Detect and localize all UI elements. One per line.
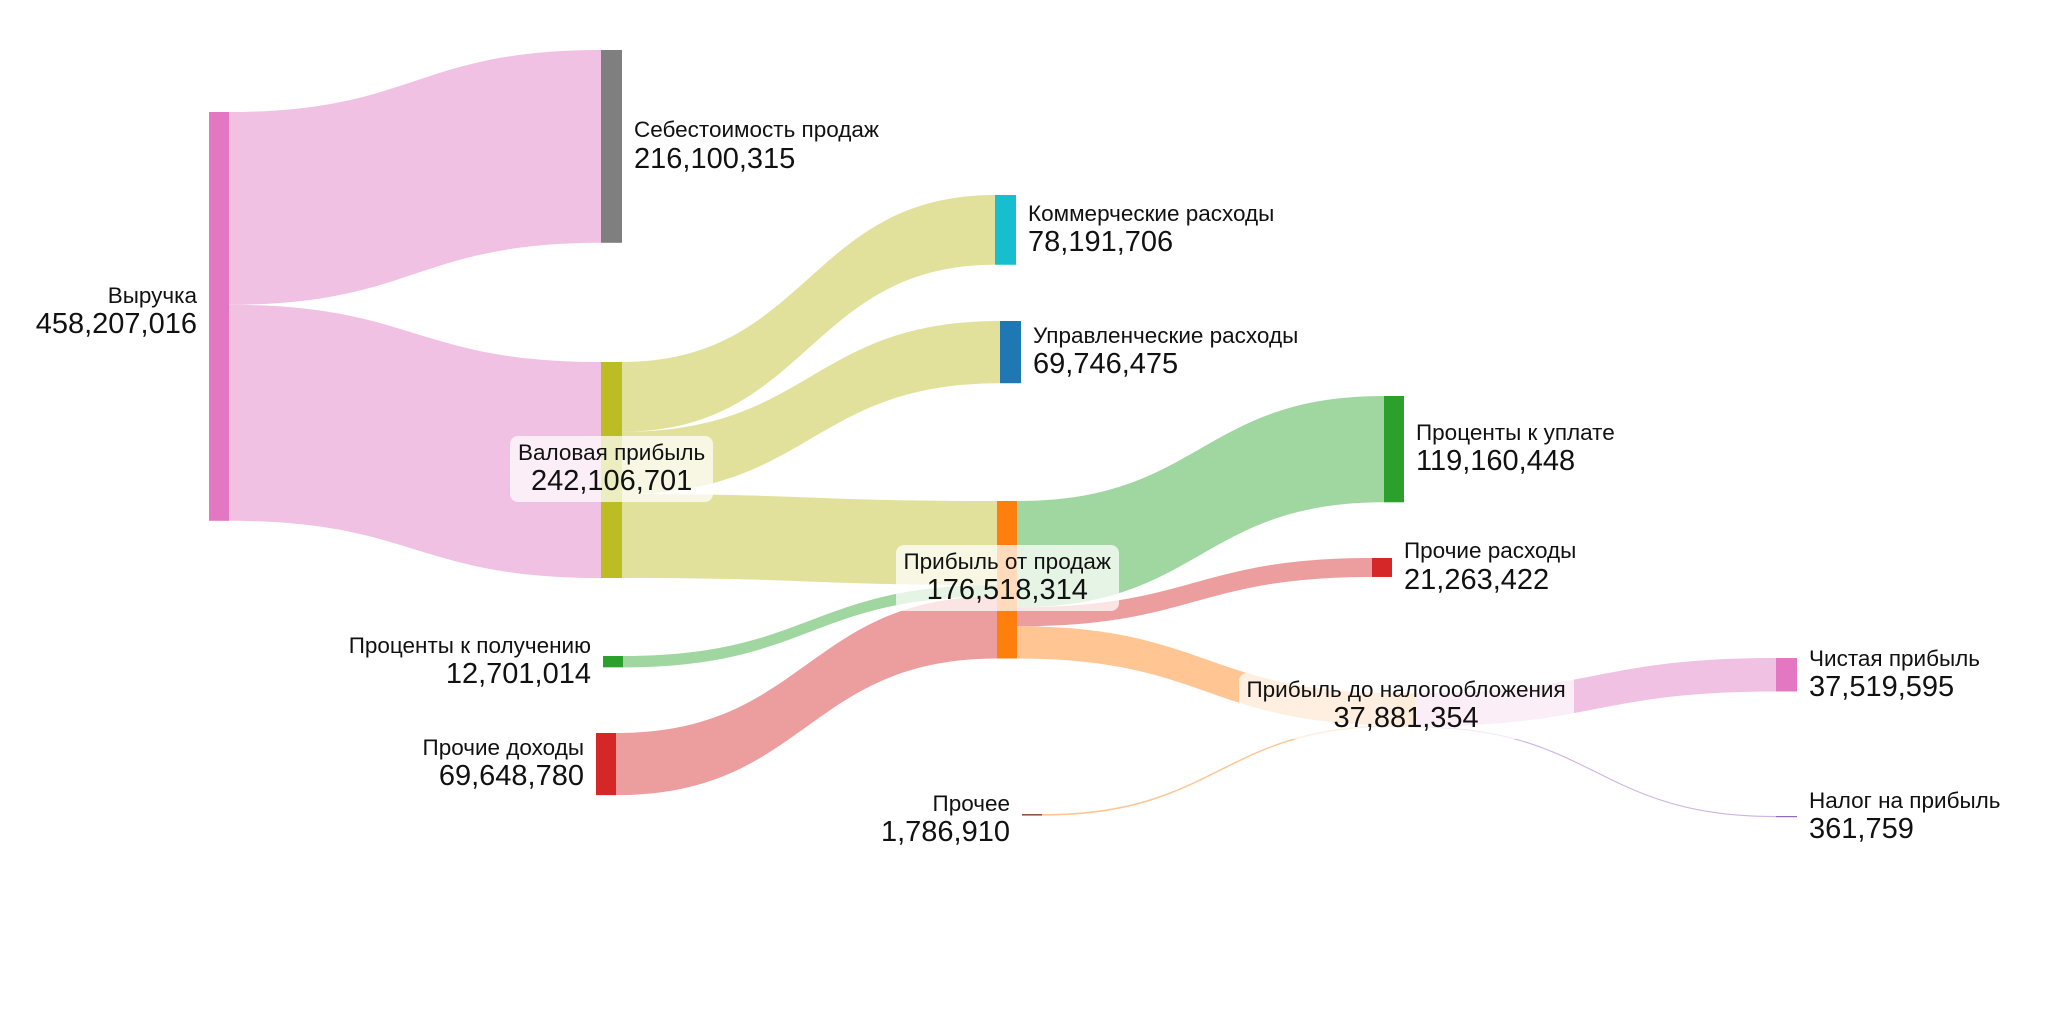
- node-label-other_exp: Прочие расходы 21,263,422: [1404, 538, 1576, 596]
- node-name: Прибыль до налогообложения: [1246, 677, 1566, 702]
- node-tax[interactable]: [1776, 816, 1797, 818]
- link-other-ebt[interactable]: [1042, 725, 1397, 816]
- node-int_pay[interactable]: [1384, 396, 1404, 503]
- node-net[interactable]: [1776, 658, 1797, 692]
- node-name: Валовая прибыль: [518, 440, 706, 465]
- node-label-tax: Налог на прибыль 361,759: [1809, 788, 2000, 846]
- node-value: 119,160,448: [1416, 445, 1576, 478]
- node-value: 12,701,014: [445, 657, 591, 690]
- node-value: 176,518,314: [926, 574, 1088, 607]
- node-name: Выручка: [107, 283, 197, 308]
- node-name: Себестоимость продаж: [634, 117, 879, 143]
- link-gross-admin[interactable]: [622, 321, 1000, 494]
- node-name: Прибыль от продаж: [903, 549, 1111, 574]
- node-value: 361,759: [1809, 812, 1914, 845]
- node-label-other: Прочее 1,786,910: [881, 791, 1010, 849]
- node-name: Прочие расходы: [1404, 538, 1577, 564]
- node-name: Управленческие расходы: [1033, 323, 1299, 349]
- node-label-cogs: Себестоимость продаж 216,100,315: [634, 117, 879, 175]
- node-label-ebt: Прибыль до налогообложения 37,881,354: [1238, 673, 1574, 739]
- node-label-op: Прибыль от продаж 176,518,314: [895, 545, 1119, 611]
- node-selling[interactable]: [995, 195, 1016, 265]
- node-int_recv[interactable]: [603, 656, 623, 668]
- node-label-int_recv: Проценты к получению 12,701,014: [349, 633, 591, 691]
- link-ebt-tax[interactable]: [1415, 726, 1776, 818]
- node-name: Прочее: [932, 791, 1010, 816]
- node-other_exp[interactable]: [1372, 558, 1392, 577]
- node-name: Налог на прибыль: [1809, 787, 2001, 813]
- node-revenue[interactable]: [209, 112, 229, 521]
- node-value: 21,263,422: [1404, 563, 1550, 596]
- node-value: 69,648,780: [438, 760, 584, 793]
- node-label-admin: Управленческие расходы 69,746,475: [1033, 323, 1298, 381]
- node-value: 458,207,016: [35, 308, 197, 341]
- link-revenue-cogs[interactable]: [229, 50, 601, 305]
- node-name: Проценты к уплате: [1416, 420, 1615, 446]
- node-value: 69,746,475: [1033, 348, 1179, 381]
- node-name: Чистая прибыль: [1809, 645, 1980, 671]
- node-value: 1,786,910: [880, 816, 1010, 849]
- node-label-other_inc: Прочие доходы 69,648,780: [423, 735, 584, 793]
- node-label-selling: Коммерческие расходы 78,191,706: [1028, 201, 1274, 259]
- link-revenue-gross[interactable]: [229, 304, 601, 578]
- node-value: 37,519,595: [1809, 670, 1955, 703]
- node-label-gross: Валовая прибыль 242,106,701: [510, 436, 714, 502]
- node-name: Прочие доходы: [422, 735, 584, 761]
- node-value: 78,191,706: [1028, 226, 1174, 259]
- node-name: Коммерческие расходы: [1028, 200, 1275, 226]
- node-value: 242,106,701: [530, 465, 693, 498]
- node-value: 216,100,315: [634, 142, 796, 175]
- node-name: Проценты к получению: [348, 632, 591, 658]
- node-admin[interactable]: [1000, 321, 1021, 384]
- node-cogs[interactable]: [601, 50, 622, 243]
- link-int_recv-op[interactable]: [623, 585, 997, 668]
- node-label-net: Чистая прибыль 37,519,595: [1809, 646, 1980, 704]
- node-label-revenue: Выручка 458,207,016: [36, 283, 197, 341]
- link-other_inc-op[interactable]: [616, 596, 997, 796]
- node-label-int_pay: Проценты к уплате 119,160,448: [1416, 420, 1615, 478]
- node-value: 37,881,354: [1333, 702, 1479, 735]
- link-gross-selling[interactable]: [622, 195, 995, 432]
- node-other[interactable]: [1022, 814, 1042, 816]
- node-other_inc[interactable]: [596, 733, 616, 796]
